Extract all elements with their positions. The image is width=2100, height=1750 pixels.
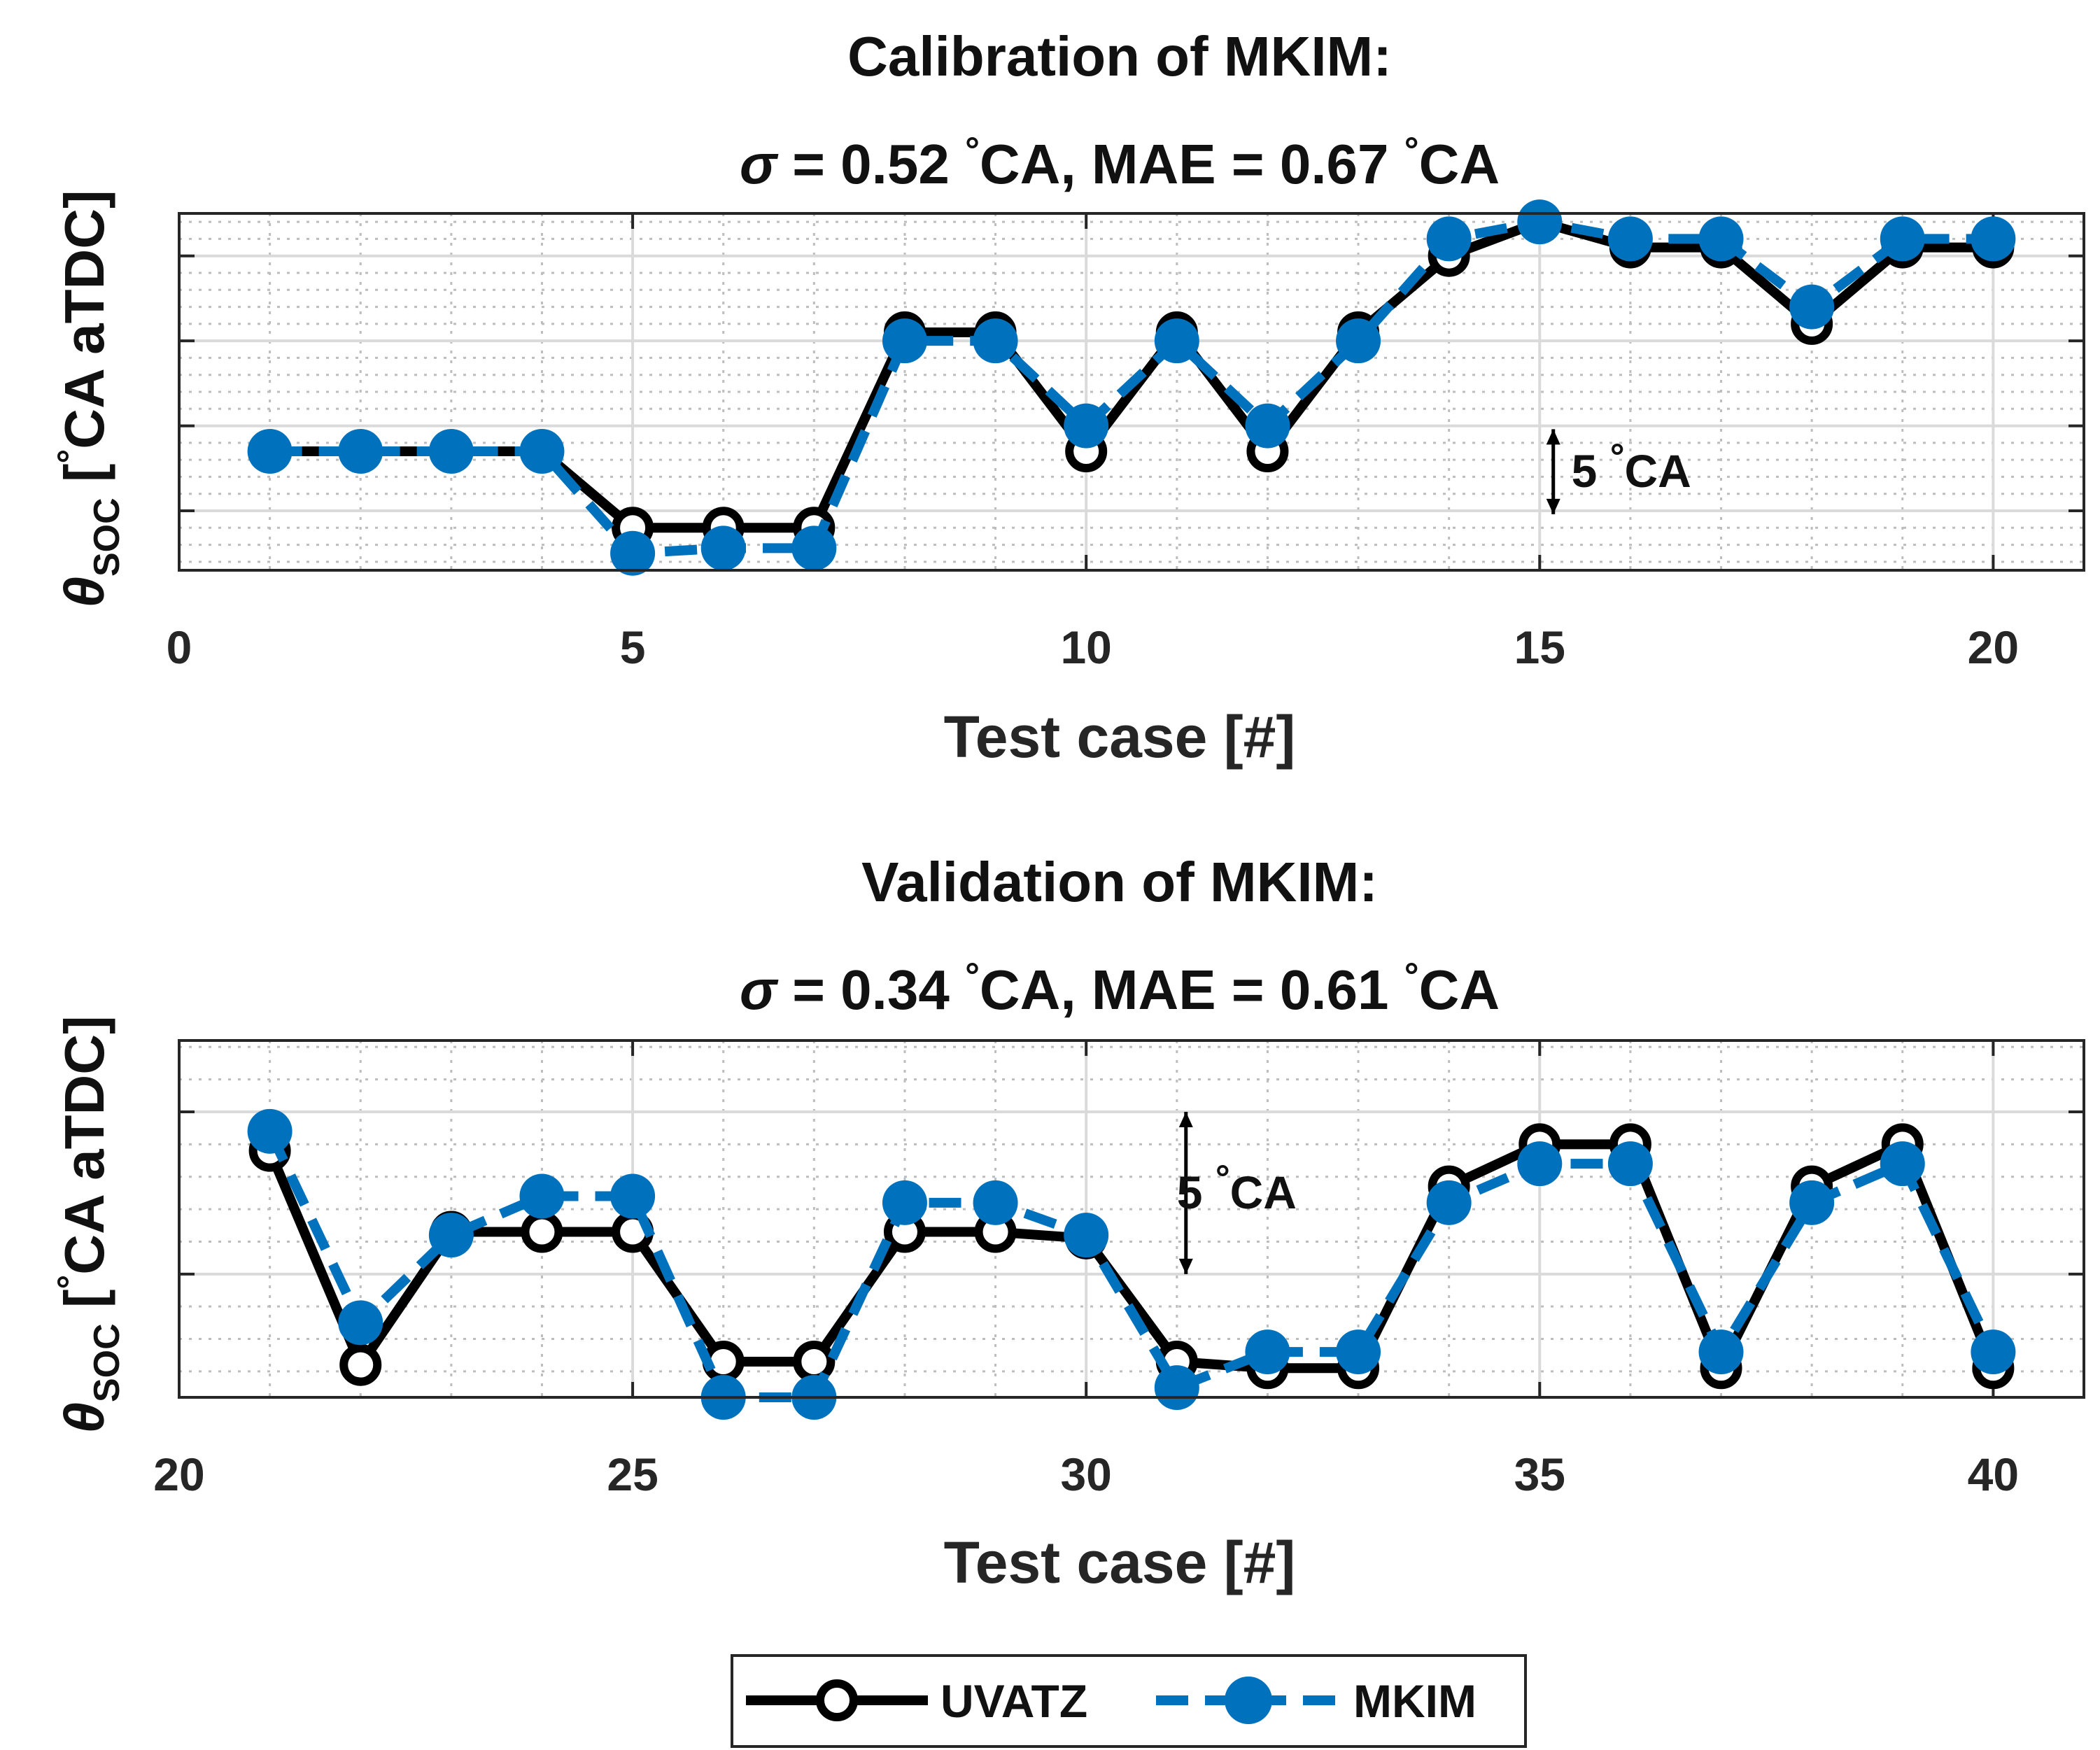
legend-mkim-label: MKIM: [1353, 1675, 1477, 1727]
calibration-x-tick-labels: 0 5 10 15 20: [167, 621, 2019, 673]
legend-mkim-marker: [1225, 1677, 1272, 1724]
x-tick-label: 35: [1514, 1448, 1565, 1500]
validation-scale-label: 5 °CA: [1177, 1158, 1297, 1218]
validation-x-axis-label: Test case [#]: [944, 1530, 1296, 1595]
mkim-point: [519, 1173, 565, 1219]
scale-arrow-head: [1178, 1112, 1193, 1127]
mkim-point: [428, 1213, 474, 1258]
validation-title-line1: Validation of MKIM:: [861, 851, 1378, 913]
mkim-point: [791, 525, 837, 571]
x-tick-label: 20: [1968, 621, 2019, 673]
x-tick-label: 25: [607, 1448, 658, 1500]
calibration-series: [247, 199, 2016, 576]
mkim-point: [882, 1180, 927, 1225]
validation-panel: Validation of MKIM: σ = 0.34 °CA, MAE = …: [50, 851, 2085, 1595]
calibration-scale-label: 5 °CA: [1572, 437, 1691, 497]
legend-entry-mkim: MKIM: [1156, 1675, 1477, 1727]
scale-arrow-head: [1546, 498, 1560, 514]
uvatz-point: [521, 1211, 563, 1253]
mkim-point: [338, 1300, 383, 1346]
mkim-point: [1245, 1329, 1290, 1375]
mkim-point: [610, 1173, 656, 1219]
calibration-x-axis-label: Test case [#]: [944, 704, 1296, 770]
mkim-point: [973, 1180, 1018, 1225]
calibration-title-line2: σ = 0.52 °CA, MAE = 0.67 °CA: [740, 130, 1500, 195]
legend-entry-uvatz: UVATZ: [746, 1675, 1087, 1727]
scale-arrow-head: [1178, 1258, 1193, 1274]
x-tick-label: 10: [1060, 621, 1111, 673]
mkim-point: [1426, 1180, 1472, 1225]
validation-scale-annotation: 5 °CA: [1177, 1112, 1297, 1274]
mkim-point: [700, 525, 746, 571]
calibration-grid: [178, 213, 2085, 570]
calibration-scale-annotation: 5 °CA: [1546, 429, 1691, 514]
mkim-point: [1154, 1365, 1199, 1411]
sigma-symbol: σ: [740, 959, 779, 1021]
mkim-point: [1064, 403, 1109, 449]
x-tick-label: 5: [620, 621, 646, 673]
sigma-symbol: σ: [740, 133, 779, 195]
x-tick-label: 15: [1514, 621, 1565, 673]
mkim-point: [1971, 216, 2016, 262]
x-tick-label: 40: [1968, 1448, 2019, 1500]
calibration-axes-frame: [178, 212, 2085, 572]
mkim-point: [1698, 216, 1744, 262]
uvatz-point: [793, 1341, 836, 1383]
calibration-title-line1: Calibration of MKIM:: [847, 25, 1392, 87]
mkim-point: [247, 429, 293, 474]
validation-x-tick-labels: 20 25 30 35 40: [153, 1448, 2019, 1500]
mkim-point: [1154, 318, 1199, 364]
legend: UVATZ MKIM: [731, 1654, 1527, 1748]
validation-series: [247, 1108, 2016, 1420]
validation-axes-frame: [178, 1039, 2085, 1399]
legend-uvatz-label: UVATZ: [940, 1675, 1087, 1727]
mkim-point: [1789, 284, 1835, 330]
validation-y-axis-label: θSOC [°CA aTDC]: [50, 1015, 127, 1433]
mkim-point: [610, 530, 656, 576]
mkim-point: [1880, 1141, 1925, 1187]
mkim-point: [882, 318, 927, 364]
x-tick-label: 30: [1060, 1448, 1111, 1500]
mkim-point: [1336, 318, 1381, 364]
x-tick-label: 0: [167, 621, 192, 673]
mkim-point: [1607, 216, 1653, 262]
mkim-point: [428, 429, 474, 474]
mkim-point: [1971, 1329, 2016, 1375]
validation-title-line2: σ = 0.34 °CA, MAE = 0.61 °CA: [740, 956, 1500, 1021]
mkim-point: [1245, 403, 1290, 449]
uvatz-point: [339, 1343, 382, 1386]
mkim-point: [1064, 1213, 1109, 1258]
mkim-point: [1607, 1141, 1653, 1187]
scale-arrow-head: [1546, 429, 1560, 445]
mkim-point: [1336, 1329, 1381, 1375]
legend-uvatz-marker: [816, 1679, 858, 1721]
mkim-point: [1789, 1180, 1835, 1225]
mkim-point: [1517, 1141, 1563, 1187]
calibration-y-axis-label: θSOC [°CA aTDC]: [50, 190, 127, 607]
mkim-series-line: [269, 217, 1994, 558]
calibration-panel: Calibration of MKIM: σ = 0.52 °CA, MAE =…: [50, 25, 2085, 770]
mkim-point: [1426, 216, 1472, 262]
mkim-point: [247, 1108, 293, 1154]
mkim-point: [338, 429, 383, 474]
mkim-point: [1880, 216, 1925, 262]
mkim-point: [973, 318, 1018, 364]
mkim-point: [1517, 199, 1563, 245]
mkim-point: [519, 429, 565, 474]
mkim-point: [1698, 1329, 1744, 1375]
x-tick-label: 20: [153, 1448, 204, 1500]
